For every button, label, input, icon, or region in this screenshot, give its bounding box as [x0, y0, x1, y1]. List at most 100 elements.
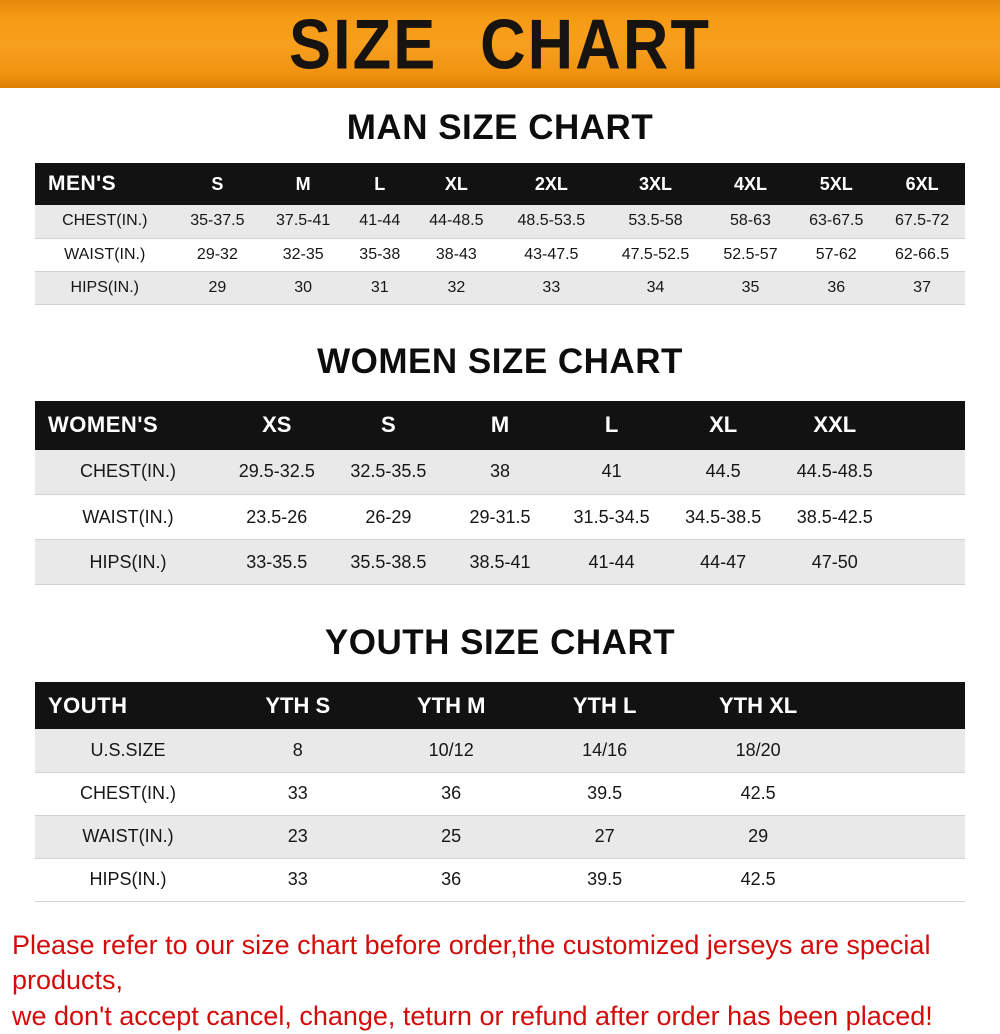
value-cell: 35.5-38.5 [333, 540, 445, 585]
table-title-cell: WOMEN'S [35, 401, 221, 450]
value-cell: 38.5-41 [444, 540, 556, 585]
row-label-cell: WAIST(IN.) [35, 495, 221, 540]
size-header-cell: 6XL [879, 163, 965, 205]
value-cell: 67.5-72 [879, 205, 965, 238]
order-disclaimer: Please refer to our size chart before or… [0, 928, 1000, 1034]
value-cell: 29 [175, 271, 261, 304]
filler-cell [891, 540, 965, 585]
value-cell: 44.5-48.5 [779, 450, 891, 495]
filler-cell [835, 729, 965, 772]
value-cell: 41-44 [346, 205, 413, 238]
filler-cell [891, 495, 965, 540]
value-cell: 29-32 [175, 238, 261, 271]
youth-section-heading: YOUTH SIZE CHART [0, 623, 1000, 663]
value-cell: 33 [221, 772, 374, 815]
filler-cell [891, 450, 965, 495]
value-cell: 10/12 [374, 729, 527, 772]
value-cell: 41 [556, 450, 668, 495]
value-cell: 27 [528, 815, 681, 858]
filler-cell [835, 858, 965, 901]
size-header-cell: XL [413, 163, 499, 205]
man-section-heading: MAN SIZE CHART [0, 108, 1000, 148]
value-cell: 26-29 [333, 495, 445, 540]
row-label-cell: HIPS(IN.) [35, 271, 175, 304]
filler-cell [891, 401, 965, 450]
value-cell: 37.5-41 [260, 205, 346, 238]
value-cell: 30 [260, 271, 346, 304]
value-cell: 36 [374, 772, 527, 815]
value-cell: 33 [499, 271, 603, 304]
value-cell: 25 [374, 815, 527, 858]
size-header-cell: YTH M [374, 682, 527, 729]
value-cell: 47.5-52.5 [603, 238, 707, 271]
value-cell: 32.5-35.5 [333, 450, 445, 495]
row-label-cell: CHEST(IN.) [35, 450, 221, 495]
value-cell: 32 [413, 271, 499, 304]
value-cell: 44.5 [667, 450, 779, 495]
size-header-cell: M [260, 163, 346, 205]
row-label-cell: HIPS(IN.) [35, 858, 221, 901]
size-header-cell: L [346, 163, 413, 205]
value-cell: 39.5 [528, 858, 681, 901]
value-cell: 52.5-57 [708, 238, 794, 271]
value-cell: 37 [879, 271, 965, 304]
value-cell: 34 [603, 271, 707, 304]
size-header-cell: XS [221, 401, 333, 450]
size-header-cell: YTH L [528, 682, 681, 729]
value-cell: 35 [708, 271, 794, 304]
size-header-cell: S [333, 401, 445, 450]
value-cell: 38.5-42.5 [779, 495, 891, 540]
filler-cell [835, 815, 965, 858]
value-cell: 35-37.5 [175, 205, 261, 238]
row-label-cell: WAIST(IN.) [35, 238, 175, 271]
value-cell: 43-47.5 [499, 238, 603, 271]
value-cell: 42.5 [681, 858, 834, 901]
size-header-cell: XXL [779, 401, 891, 450]
size-header-cell: 4XL [708, 163, 794, 205]
value-cell: 33-35.5 [221, 540, 333, 585]
value-cell: 14/16 [528, 729, 681, 772]
value-cell: 57-62 [793, 238, 879, 271]
size-header-cell: YTH XL [681, 682, 834, 729]
value-cell: 31 [346, 271, 413, 304]
size-header-cell: XL [667, 401, 779, 450]
value-cell: 44-47 [667, 540, 779, 585]
size-header-cell: S [175, 163, 261, 205]
value-cell: 34.5-38.5 [667, 495, 779, 540]
table-title-cell: YOUTH [35, 682, 221, 729]
value-cell: 35-38 [346, 238, 413, 271]
value-cell: 58-63 [708, 205, 794, 238]
value-cell: 39.5 [528, 772, 681, 815]
value-cell: 62-66.5 [879, 238, 965, 271]
value-cell: 29 [681, 815, 834, 858]
value-cell: 8 [221, 729, 374, 772]
size-header-cell: M [444, 401, 556, 450]
size-chart-banner: SIZE CHART [0, 0, 1000, 88]
value-cell: 36 [793, 271, 879, 304]
value-cell: 63-67.5 [793, 205, 879, 238]
row-label-cell: HIPS(IN.) [35, 540, 221, 585]
row-label-cell: CHEST(IN.) [35, 772, 221, 815]
filler-cell [835, 682, 965, 729]
value-cell: 23 [221, 815, 374, 858]
banner-title: SIZE CHART [289, 3, 711, 84]
disclaimer-line-1: Please refer to our size chart before or… [12, 928, 988, 999]
value-cell: 29-31.5 [444, 495, 556, 540]
